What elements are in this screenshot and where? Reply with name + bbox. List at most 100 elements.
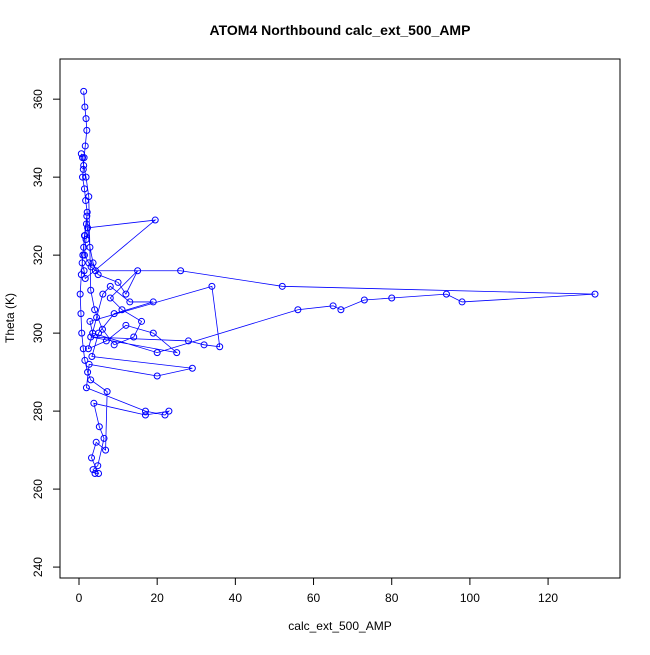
data-line <box>79 91 596 474</box>
data-point <box>81 275 89 283</box>
data-point <box>84 345 92 353</box>
data-point <box>118 306 126 314</box>
data-point <box>78 259 86 267</box>
data-point <box>90 399 98 407</box>
data-point <box>80 232 88 240</box>
data-point <box>188 364 196 372</box>
data-point <box>95 469 103 477</box>
data-point <box>153 349 161 357</box>
data-point <box>82 173 90 181</box>
data-point <box>442 290 450 298</box>
data-point <box>151 216 159 224</box>
data-point <box>88 353 96 361</box>
data-point <box>87 263 95 271</box>
data-point <box>141 407 149 415</box>
data-point <box>122 290 130 298</box>
data-point <box>95 329 103 337</box>
y-tick-label: 340 <box>31 167 45 187</box>
data-point <box>149 329 157 337</box>
data-point <box>99 290 107 298</box>
data-point <box>79 165 87 173</box>
data-point <box>82 115 90 123</box>
x-tick-label: 80 <box>385 591 399 605</box>
data-point <box>79 173 87 181</box>
y-tick-label: 360 <box>31 89 45 109</box>
data-point <box>81 103 89 111</box>
data-point <box>81 356 89 364</box>
data-point <box>89 259 97 267</box>
data-point <box>106 282 114 290</box>
y-tick-label: 320 <box>31 245 45 265</box>
data-point <box>93 314 101 322</box>
data-point <box>94 271 102 279</box>
data-point <box>337 306 345 314</box>
data-point <box>149 298 157 306</box>
data-point <box>83 212 91 220</box>
x-tick-label: 40 <box>229 591 243 605</box>
data-point <box>83 126 91 134</box>
x-tick-label: 100 <box>460 591 480 605</box>
x-axis-label: calc_ext_500_AMP <box>288 619 391 633</box>
data-point <box>173 349 181 357</box>
data-point <box>76 290 84 298</box>
x-tick-label: 60 <box>307 591 321 605</box>
data-point <box>83 208 91 216</box>
data-point <box>80 161 88 169</box>
x-tick-label: 0 <box>76 591 83 605</box>
data-point <box>84 224 92 232</box>
data-point <box>138 317 146 325</box>
y-tick-label: 240 <box>31 557 45 577</box>
data-point <box>153 372 161 380</box>
data-point <box>79 251 87 259</box>
data-point <box>79 154 87 162</box>
data-point <box>278 282 286 290</box>
data-point <box>95 423 103 431</box>
data-point <box>130 333 138 341</box>
data-point <box>294 306 302 314</box>
data-point <box>77 150 85 158</box>
data-point <box>100 434 108 442</box>
data-point <box>92 438 100 446</box>
data-point <box>103 388 111 396</box>
data-point <box>86 317 94 325</box>
data-point <box>94 462 102 470</box>
y-tick-label: 300 <box>31 323 45 343</box>
data-point <box>86 243 94 251</box>
data-point <box>82 384 90 392</box>
data-point <box>106 294 114 302</box>
data-point <box>122 321 130 329</box>
data-point <box>85 360 93 368</box>
data-point <box>184 337 192 345</box>
data-point <box>82 236 90 244</box>
data-point <box>84 368 92 376</box>
data-point <box>81 142 89 150</box>
data-point <box>216 343 224 351</box>
data-point <box>110 310 118 318</box>
plot-frame <box>59 58 621 579</box>
y-tick-label: 280 <box>31 401 45 421</box>
data-point <box>87 286 95 294</box>
data-point <box>126 298 134 306</box>
data-point <box>77 310 85 318</box>
data-point <box>80 87 88 95</box>
data-point <box>82 220 90 228</box>
data-point <box>91 469 99 477</box>
data-point <box>102 446 110 454</box>
data-point <box>165 407 173 415</box>
data-point <box>87 333 95 341</box>
data-point <box>110 341 118 349</box>
x-tick-label: 20 <box>150 591 164 605</box>
data-point <box>329 302 337 310</box>
data-point <box>98 325 106 333</box>
data-point <box>360 296 368 304</box>
data-point <box>89 466 97 474</box>
data-point <box>87 376 95 384</box>
y-axis-label: Theta (K) <box>3 293 17 343</box>
data-point <box>91 306 99 314</box>
data-point <box>141 411 149 419</box>
data-point <box>85 259 93 267</box>
data-point <box>591 290 599 298</box>
data-point <box>388 294 396 302</box>
data-point <box>85 193 93 201</box>
